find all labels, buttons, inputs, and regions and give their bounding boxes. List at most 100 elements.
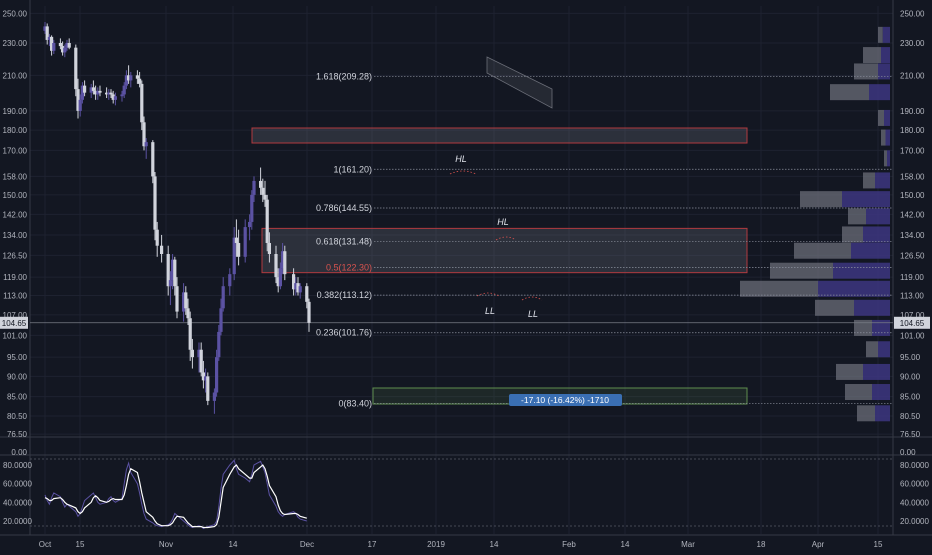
price-tick-label: 134.00 — [3, 231, 28, 240]
fib-level-label: 0.382(113.12) — [317, 290, 372, 300]
candle-body — [186, 308, 190, 319]
candle — [305, 283, 309, 309]
candle — [228, 268, 232, 296]
candle-body — [184, 292, 188, 309]
candle — [265, 194, 269, 252]
volume-profile-bar-buy — [818, 280, 890, 297]
candle-body — [212, 392, 216, 401]
time-tick-label: 14 — [621, 540, 630, 549]
candle-body — [111, 94, 115, 100]
volume-profile-bar — [854, 63, 878, 80]
candle — [276, 268, 280, 293]
price-tick-label: 150.00 — [3, 191, 28, 200]
candle — [80, 82, 84, 104]
candle-body — [173, 259, 177, 287]
price-tick-label: 250.00 — [900, 9, 925, 18]
candle-body — [144, 142, 148, 147]
price-tick-label: 190.00 — [3, 107, 28, 116]
last-price-tag-left — [0, 316, 28, 329]
candle — [296, 277, 300, 296]
candle-body — [276, 277, 280, 287]
price-tick-label: 113.00 — [3, 292, 27, 301]
candle — [212, 388, 216, 414]
swing-labels: HL HL LL LL — [449, 154, 543, 319]
price-tick-label: 126.50 — [900, 251, 925, 260]
candle — [182, 283, 186, 322]
candle-body — [199, 349, 203, 373]
candle-body — [294, 283, 298, 290]
candle — [124, 70, 128, 90]
candle-body — [67, 43, 71, 48]
candle — [122, 82, 126, 99]
candle-body — [228, 274, 232, 287]
candle-body — [76, 89, 80, 111]
candle — [219, 298, 223, 336]
time-axis: Oct 15 Nov 14 Dec 17 2019 14 Feb 14 Mar 18 Apr 15 — [39, 540, 883, 549]
candle-body — [127, 75, 131, 81]
candle — [267, 232, 271, 263]
price-tick-label: 230.00 — [3, 39, 28, 48]
candle — [274, 245, 278, 284]
horizontal-gridlines — [30, 12, 893, 435]
candle-body — [278, 268, 282, 287]
candle — [232, 227, 236, 281]
candle — [43, 22, 47, 34]
time-tick-label: Mar — [681, 540, 695, 549]
stochastic-panel — [30, 458, 893, 530]
price-tick-label: 113.00 — [900, 292, 924, 301]
price-tick-label: 101.00 — [900, 331, 925, 340]
candle-body — [142, 122, 146, 147]
candle — [47, 33, 51, 47]
candle — [166, 245, 170, 296]
candle — [129, 71, 133, 88]
volume-profile-bar — [857, 405, 875, 422]
candle — [237, 229, 241, 266]
swing-arc — [449, 170, 477, 175]
volume-profile-bar-buy — [875, 405, 890, 422]
candle — [188, 311, 192, 361]
candle — [113, 92, 117, 106]
time-tick-label: 2019 — [427, 540, 445, 549]
candle-body — [96, 90, 100, 95]
candle-body — [197, 349, 201, 358]
candle — [190, 338, 194, 369]
price-tick-label: 158.00 — [3, 172, 28, 181]
candle-body — [190, 349, 194, 358]
candle-body — [252, 180, 256, 195]
measure-tag[interactable]: -17.10 (-16.42%) -1710 — [509, 394, 622, 406]
time-tick-label: Dec — [300, 540, 314, 549]
candle-body — [129, 75, 133, 81]
candle-body — [182, 292, 186, 312]
stoch-tick-label: 80.0000 — [900, 461, 929, 470]
price-tick-label: 95.00 — [900, 353, 921, 362]
candle — [250, 190, 254, 230]
price-tick-label: 180.00 — [900, 126, 925, 135]
volume-profile-bar-buy — [863, 226, 890, 243]
volume-profile-bar — [740, 280, 818, 297]
candle-body — [105, 92, 109, 95]
candle — [65, 39, 69, 51]
price-tick-label: 119.00 — [3, 273, 27, 282]
candle-body — [122, 85, 126, 95]
volume-profile-bar — [836, 363, 863, 380]
price-tick-label: 76.50 — [900, 430, 921, 439]
swing-label: LL — [485, 306, 495, 316]
time-tick-label: Apr — [812, 540, 825, 549]
stoch-d-line — [44, 459, 307, 530]
candle-body — [107, 92, 111, 95]
price-tick-label: 0.00 — [900, 448, 916, 457]
candle-body — [283, 251, 287, 275]
stoch-k-line — [44, 464, 307, 529]
volume-profile-bar — [866, 341, 878, 358]
price-tick-label: 119.00 — [900, 273, 924, 282]
price-tick-label: 230.00 — [900, 39, 925, 48]
fib-level-label: 0.618(131.48) — [316, 237, 372, 247]
candle-body — [166, 254, 170, 287]
volume-profile-bar — [794, 242, 851, 259]
fibonacci-retracement: 1.618(209.28) 1(161.20) 0.786(144.55) 0.618… — [316, 72, 893, 408]
volume-profile-bar — [878, 109, 884, 126]
candle-body — [292, 274, 296, 290]
volume-profile-bar — [770, 262, 833, 279]
